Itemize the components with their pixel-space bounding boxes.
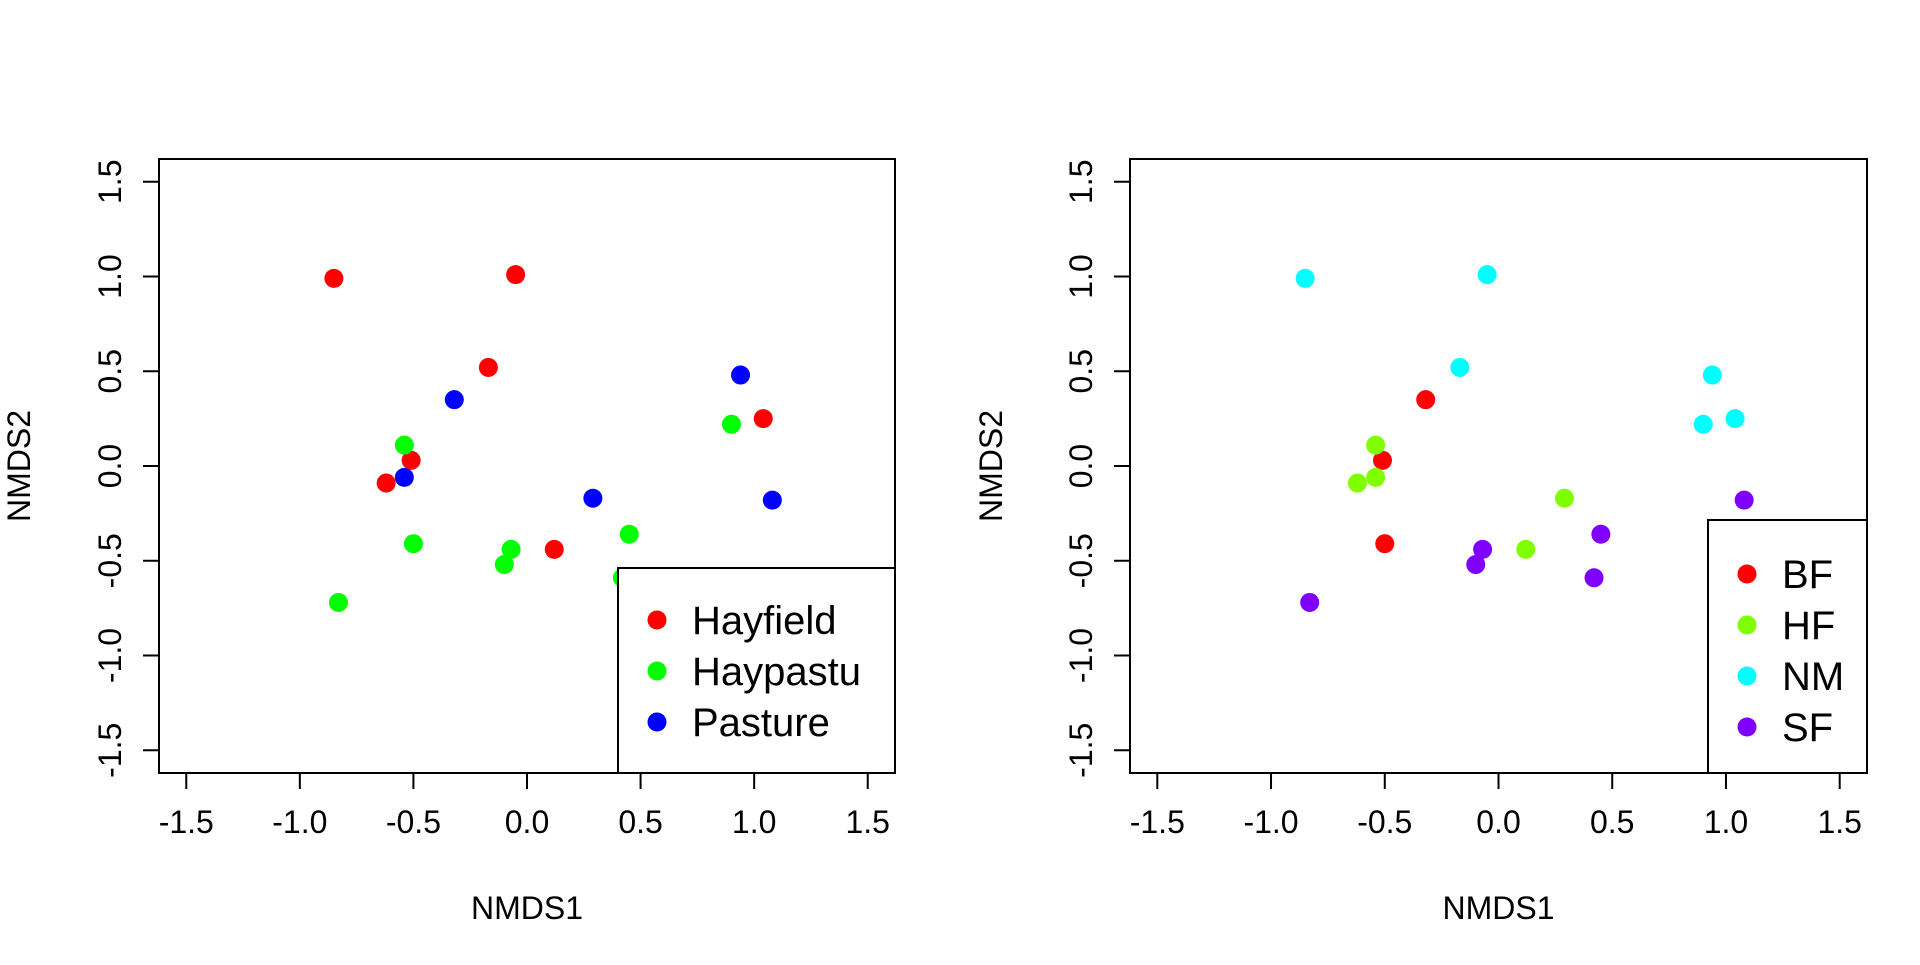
y-tick-label: 1.0 <box>92 254 128 298</box>
legend-label-nm: NM <box>1782 655 1844 699</box>
y-tick-label: 1.5 <box>92 159 128 203</box>
legend-label-pasture: Pasture <box>692 701 830 745</box>
data-point-pasture <box>444 390 464 410</box>
legend-marker-nm <box>1737 666 1757 686</box>
data-point-hayfield <box>324 268 344 288</box>
y-tick-label: -0.5 <box>92 533 128 588</box>
y-tick-label: 1.5 <box>1063 159 1099 203</box>
data-point-sf <box>1300 592 1320 612</box>
data-point-haypastu <box>721 414 741 434</box>
legend-marker-sf <box>1737 717 1757 737</box>
y-tick-label: 0.5 <box>92 349 128 393</box>
y-tick-label: 0.0 <box>1063 444 1099 488</box>
legend-marker-pasture <box>647 712 667 732</box>
data-point-hf <box>1554 488 1574 508</box>
data-point-pasture <box>394 467 414 487</box>
x-axis-title: NMDS1 <box>471 890 583 926</box>
data-point-sf <box>1591 524 1611 544</box>
y-tick-label: -1.5 <box>1063 723 1099 778</box>
data-point-haypastu <box>403 534 423 554</box>
data-point-nm <box>1450 357 1470 377</box>
x-tick-label: 0.0 <box>505 804 549 840</box>
legend-marker-haypastu <box>647 661 667 681</box>
data-point-pasture <box>731 365 751 385</box>
data-point-haypastu <box>328 592 348 612</box>
x-tick-label: 1.0 <box>1704 804 1748 840</box>
data-point-bf <box>1416 390 1436 410</box>
legend-marker-hayfield <box>647 610 667 630</box>
x-tick-label: -1.5 <box>159 804 214 840</box>
x-tick-label: 1.5 <box>845 804 889 840</box>
data-point-hayfield <box>506 265 526 285</box>
legend-label-hayfield: Hayfield <box>692 599 837 643</box>
y-tick-label: -1.0 <box>92 628 128 683</box>
legend: Hayfield Haypastu Pasture <box>617 567 896 774</box>
legend: BF HF NM SF <box>1707 519 1868 774</box>
y-tick-label: 0.0 <box>92 444 128 488</box>
legend-label-hf: HF <box>1782 604 1835 648</box>
data-point-pasture <box>583 488 603 508</box>
x-tick-label: 0.5 <box>618 804 662 840</box>
legend-box <box>1707 519 1868 774</box>
data-point-haypastu <box>501 539 521 559</box>
data-point-sf <box>1734 490 1754 510</box>
data-point-hayfield <box>753 409 773 429</box>
data-point-haypastu <box>494 555 514 575</box>
data-point-sf <box>1466 555 1486 575</box>
data-point-hf <box>1347 473 1367 493</box>
data-point-hf <box>1366 467 1386 487</box>
x-tick-label: -0.5 <box>1357 804 1412 840</box>
data-point-haypastu <box>619 524 639 544</box>
data-point-nm <box>1295 268 1315 288</box>
data-point-hf <box>1366 435 1386 455</box>
data-point-hayfield <box>544 539 564 559</box>
data-point-hayfield <box>401 450 421 470</box>
data-point-nm <box>1702 365 1722 385</box>
data-point-nm <box>1477 265 1497 285</box>
x-tick-label: -0.5 <box>386 804 441 840</box>
data-point-hf <box>1516 539 1536 559</box>
x-tick-label: 0.5 <box>1590 804 1634 840</box>
data-point-bf <box>1372 450 1392 470</box>
data-point-sf <box>1584 568 1604 588</box>
data-point-hayfield <box>376 473 396 493</box>
legend-marker-hf <box>1737 615 1757 635</box>
data-point-nm <box>1693 414 1713 434</box>
y-axis-title: NMDS2 <box>1 410 37 522</box>
plot-panel-2: -1.5 -1.0 -0.5 0.0 0.5 1.0 1.5 -1.5 -1.0 -0.5 0.0 0… <box>973 158 1868 926</box>
legend-label-bf: BF <box>1782 553 1833 597</box>
y-tick-label: -1.5 <box>92 723 128 778</box>
data-point-haypastu <box>394 435 414 455</box>
y-tick-label: -0.5 <box>1063 533 1099 588</box>
x-tick-label: 0.0 <box>1476 804 1520 840</box>
data-point-hayfield <box>478 357 498 377</box>
y-tick-label: 0.5 <box>1063 349 1099 393</box>
x-axis-title: NMDS1 <box>1442 890 1554 926</box>
y-axis-title: NMDS2 <box>973 410 1009 522</box>
plot-panel-1: -1.5 -1.0 -0.5 0.0 0.5 1.0 1.5 -1.5 -1.0 -0.5 0.0 0… <box>1 158 896 926</box>
x-tick-label: -1.0 <box>1243 804 1298 840</box>
legend-marker-bf <box>1737 564 1757 584</box>
legend-label-sf: SF <box>1782 706 1833 750</box>
y-tick-label: -1.0 <box>1063 628 1099 683</box>
x-tick-label: -1.0 <box>272 804 327 840</box>
x-tick-label: 1.5 <box>1817 804 1861 840</box>
data-point-sf <box>1473 539 1493 559</box>
data-point-pasture <box>762 490 782 510</box>
data-point-nm <box>1725 409 1745 429</box>
legend-label-haypastu: Haypastu <box>692 650 861 694</box>
y-tick-label: 1.0 <box>1063 254 1099 298</box>
x-tick-label: -1.5 <box>1130 804 1185 840</box>
x-tick-label: 1.0 <box>732 804 776 840</box>
data-point-bf <box>1375 534 1395 554</box>
